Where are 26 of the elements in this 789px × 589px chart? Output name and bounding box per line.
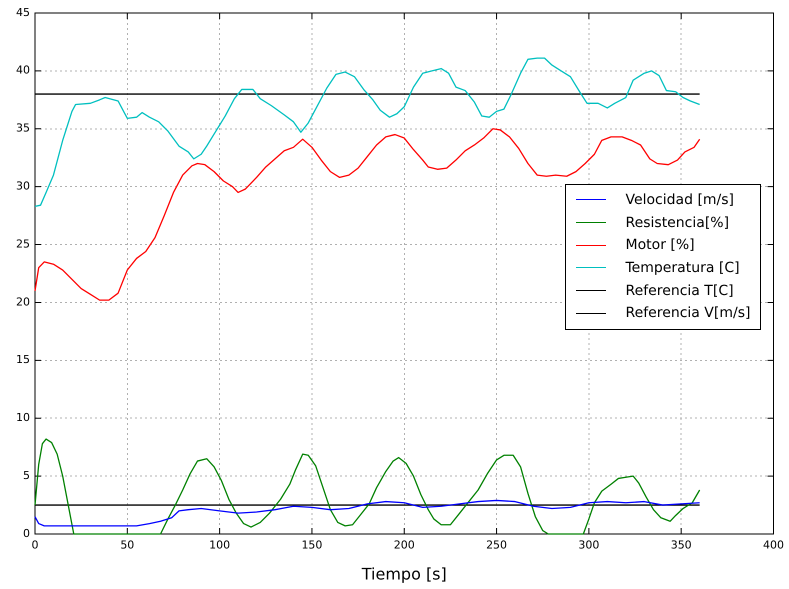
- legend-label: Motor [%]: [626, 237, 695, 254]
- legend-label: Temperatura [C]: [626, 260, 740, 276]
- x-tick-label: 150: [301, 538, 322, 552]
- x-tick-label: 0: [32, 538, 38, 552]
- y-tick-label: 45: [16, 6, 30, 19]
- legend-label: Referencia V[m/s]: [626, 305, 750, 322]
- x-tick-label: 300: [578, 538, 600, 552]
- x-tick-label: 350: [670, 538, 692, 552]
- legend-label: Referencia T[C]: [626, 282, 734, 299]
- legend-label: Resistencia[%]: [626, 214, 730, 231]
- y-tick-label: 20: [16, 295, 30, 308]
- y-tick-label: 15: [16, 353, 30, 366]
- x-tick-label: 50: [120, 538, 134, 552]
- x-axis-title: Tiempo [s]: [360, 564, 447, 584]
- y-tick-label: 30: [16, 180, 30, 193]
- x-tick-label: 100: [209, 538, 230, 552]
- y-tick-label: 0: [23, 526, 30, 540]
- legend-label: Velocidad [m/s]: [626, 192, 734, 208]
- y-tick-label: 40: [16, 64, 30, 77]
- y-tick-label: 25: [16, 237, 30, 250]
- y-tick-label: 35: [16, 122, 30, 135]
- y-tick-label: 5: [23, 468, 30, 482]
- x-tick-label: 200: [394, 538, 415, 552]
- x-tick-label: 250: [486, 538, 508, 552]
- x-tick-label: 400: [763, 538, 784, 552]
- y-tick-label: 10: [16, 411, 30, 424]
